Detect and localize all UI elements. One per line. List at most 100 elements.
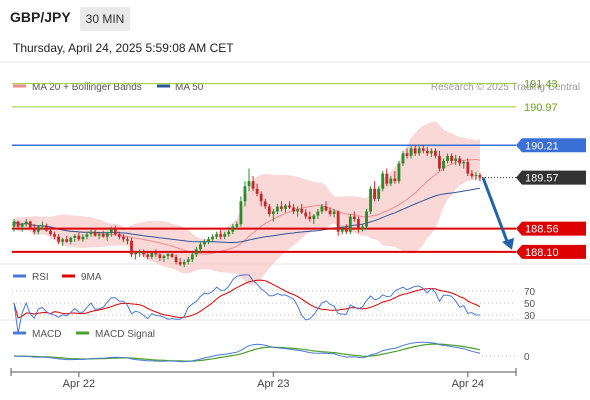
candle-body <box>373 188 377 199</box>
candle-body <box>53 234 56 237</box>
rsi-tick-70: 70 <box>524 287 536 298</box>
candle-body <box>211 236 214 240</box>
rsi-tick-30: 30 <box>524 311 536 322</box>
macd-signal-legend-label: MACD Signal <box>95 329 155 340</box>
candle-body <box>166 253 170 256</box>
candle-body <box>385 173 389 184</box>
candle-body <box>16 221 20 227</box>
candle-body <box>336 211 340 232</box>
candle-body <box>162 255 166 258</box>
candle-body <box>344 229 348 232</box>
candle-body <box>174 256 178 262</box>
x-label-apr-23: Apr 23 <box>257 378 289 390</box>
ma50-legend-label: MA 50 <box>175 82 204 93</box>
candle-body <box>122 236 125 240</box>
candle-body <box>113 229 117 235</box>
candle-body <box>36 226 40 232</box>
candle-body <box>438 155 441 169</box>
candle-body <box>45 225 48 231</box>
current-price-label: 189.57 <box>525 173 559 185</box>
level-tag-188.10 <box>516 244 586 259</box>
candle-body <box>20 224 24 227</box>
candle-body <box>409 148 413 156</box>
candle-body <box>433 150 437 156</box>
candle-body <box>259 193 263 202</box>
candle-body <box>198 244 202 250</box>
candle-body <box>450 155 454 161</box>
candle-body <box>300 208 304 213</box>
candle-body <box>308 216 312 220</box>
symbol-title: GBP/JPY <box>10 9 71 25</box>
level-label-190.21: 190.21 <box>525 140 559 152</box>
candle-body <box>57 236 61 242</box>
candle-body <box>405 153 409 156</box>
candle-body <box>352 216 356 220</box>
level-label-191.43: 191.43 <box>524 79 558 91</box>
candle-body <box>320 206 324 212</box>
x-label-apr-24: Apr 24 <box>452 378 484 390</box>
candle-body <box>292 207 296 212</box>
macd-tick-0: 0 <box>524 352 530 363</box>
macd-line <box>13 341 481 363</box>
candle-body <box>146 254 150 257</box>
rsi-tick-50: 50 <box>524 299 536 310</box>
candle-body <box>271 211 275 214</box>
candle-body <box>223 234 227 237</box>
candle-body <box>178 262 182 265</box>
candle-body <box>219 234 223 237</box>
level-tag-188.56 <box>516 221 586 236</box>
candle-body <box>458 158 462 164</box>
rsi-line <box>13 274 480 334</box>
candle-body <box>138 251 142 253</box>
candle-body <box>85 234 89 237</box>
candle-body <box>239 201 243 225</box>
candle-body <box>170 253 174 257</box>
candle-body <box>470 173 474 177</box>
forecast-arrow-head <box>502 237 514 250</box>
candle-body <box>126 239 129 241</box>
candle-body <box>275 206 279 212</box>
candle-body <box>227 231 231 235</box>
candle-body <box>332 211 336 214</box>
candle-body <box>397 163 401 182</box>
candle-body <box>65 239 69 242</box>
candle-body <box>207 239 210 242</box>
candle-body <box>474 175 478 177</box>
candle-body <box>284 205 287 209</box>
candle-body <box>134 252 137 255</box>
candle-body <box>40 225 44 227</box>
candle-body <box>117 234 121 237</box>
candle-body <box>357 219 360 230</box>
candle-body <box>324 206 328 211</box>
candle-body <box>304 212 308 217</box>
candle-body <box>340 229 344 232</box>
candle-body <box>28 221 32 228</box>
candle-body <box>429 150 433 154</box>
candle-body <box>130 240 133 255</box>
candle-body <box>69 237 73 242</box>
candle-body <box>425 150 429 154</box>
bollinger-band-area <box>14 121 480 286</box>
candle-body <box>150 252 154 257</box>
source-credit: Research © 2025 Trading Central <box>431 82 580 93</box>
candle-body <box>105 233 109 237</box>
forecast-arrow-line <box>481 177 510 245</box>
rsi-legend-label: RSI <box>32 272 49 283</box>
candle-body <box>267 206 271 214</box>
candle-body <box>288 205 291 208</box>
candle-body <box>312 215 316 220</box>
candle-body <box>369 188 372 212</box>
candle-body <box>478 175 482 178</box>
candle-body <box>186 259 190 262</box>
candle-body <box>401 153 405 164</box>
candle-body <box>381 173 385 189</box>
macd-legend-label: MACD <box>32 329 61 340</box>
timeframe-button[interactable]: 30 MIN <box>80 7 130 31</box>
candle-body <box>77 235 81 240</box>
candle-body <box>32 227 36 232</box>
candle-body <box>231 226 235 232</box>
candle-body <box>328 210 332 214</box>
candle-body <box>316 211 320 216</box>
candle-body <box>247 181 251 187</box>
